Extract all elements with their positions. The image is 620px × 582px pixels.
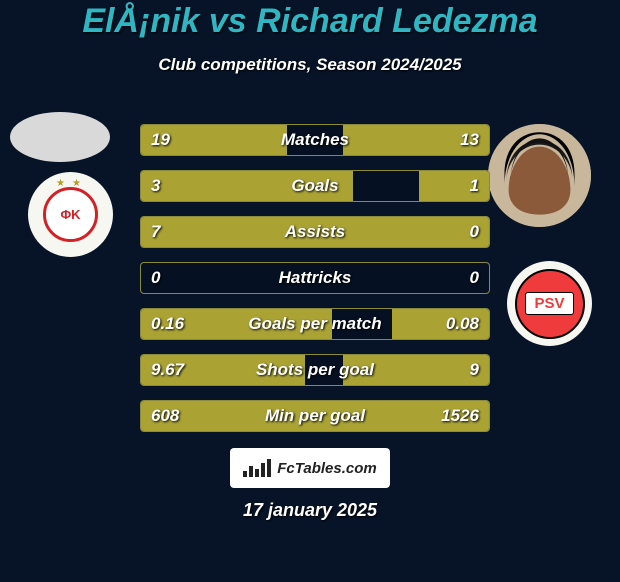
stat-row: 31Goals <box>140 170 490 202</box>
stat-label: Goals <box>141 171 489 201</box>
club-right-abbr: PSV <box>525 292 573 315</box>
brand-text: FcTables.com <box>277 460 376 477</box>
stat-label: Assists <box>141 217 489 247</box>
player-left-photo <box>10 112 110 162</box>
stat-row: 00Hattricks <box>140 262 490 294</box>
date-label: 17 january 2025 <box>0 500 620 521</box>
stat-row: 70Assists <box>140 216 490 248</box>
stat-label: Matches <box>141 125 489 155</box>
stat-row: 0.160.08Goals per match <box>140 308 490 340</box>
stat-label: Hattricks <box>141 263 489 293</box>
bar-chart-icon <box>243 459 271 477</box>
stat-label: Goals per match <box>141 309 489 339</box>
stat-row: 1913Matches <box>140 124 490 156</box>
comparison-chart: 1913Matches 31Goals 70Assists 00Hattricks 0.… <box>140 124 490 446</box>
stat-label: Min per goal <box>141 401 489 431</box>
subtitle: Club competitions, Season 2024/2025 <box>0 55 620 75</box>
club-left-badge: ★ ★ ΦK <box>28 172 113 257</box>
stat-label: Shots per goal <box>141 355 489 385</box>
page-title: ElÅ¡nik vs Richard Ledezma <box>0 2 620 41</box>
stat-row: 9.679Shots per goal <box>140 354 490 386</box>
club-right-badge: PSV <box>507 261 592 346</box>
club-left-abbr: ΦK <box>43 187 98 242</box>
brand-logo: FcTables.com <box>230 448 390 488</box>
stat-row: 6081526Min per goal <box>140 400 490 432</box>
player-right-photo <box>488 124 591 227</box>
